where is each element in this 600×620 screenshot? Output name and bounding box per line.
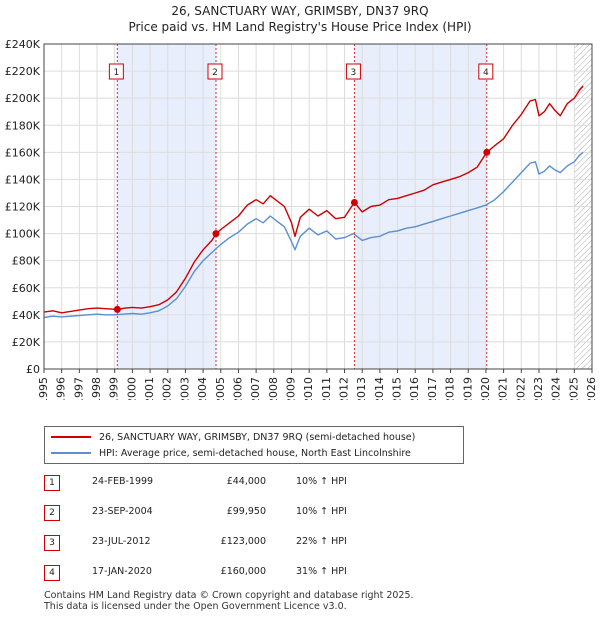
y-tick-label: £160K: [5, 146, 41, 159]
sale-point: [483, 148, 491, 156]
x-tick-label: 2010: [302, 377, 315, 400]
x-tick-label: 2025: [567, 377, 580, 400]
y-tick-label: £240K: [5, 38, 41, 51]
hpi-series-line: [43, 151, 584, 319]
sale-point: [350, 198, 358, 206]
y-tick-label: £80K: [12, 255, 41, 268]
x-tick-label: 2007: [249, 377, 262, 400]
sale-badge: [345, 63, 361, 80]
transaction-price: £99,950: [226, 506, 266, 517]
transaction-badge: 3: [44, 535, 60, 551]
legend-swatch-property: [51, 436, 91, 438]
sale-badge-label: 2: [212, 68, 218, 78]
y-tick-label: £0: [26, 363, 40, 376]
legend: 26, SANCTUARY WAY, GRIMSBY, DN37 9RQ (se…: [44, 426, 464, 464]
legend-label-hpi: HPI: Average price, semi-detached house,…: [99, 447, 411, 459]
x-tick-label: 2018: [444, 377, 457, 400]
sale-badge: [108, 63, 124, 80]
chart: £0 £20K £40K £60K £80K £100K £120K £140K £160K £1…: [5, 38, 598, 400]
x-tick-label: 2024: [550, 377, 563, 400]
transaction-date: 23-SEP-2004: [92, 506, 153, 517]
y-tick-label: £20K: [12, 336, 41, 349]
x-tick-label: 2023: [532, 377, 545, 400]
x-tick-label: 2012: [338, 377, 351, 400]
transaction-badge: 1: [44, 475, 60, 491]
y-tick-label: £120K: [5, 201, 41, 214]
footer: Contains HM Land Registry data © Crown c…: [44, 590, 414, 612]
x-tick-label: 2006: [231, 377, 244, 400]
x-tick-label: 1996: [55, 377, 68, 400]
sale-badge-label: 3: [351, 68, 357, 78]
x-tick-label: 2005: [214, 377, 227, 400]
x-tick-label: 2019: [461, 377, 474, 400]
x-tick-label: 1997: [72, 377, 85, 400]
sale-badge: [207, 63, 223, 80]
x-tick-label: 2011: [320, 377, 333, 400]
x-tick-label: 2003: [178, 377, 191, 400]
transaction-hpi-change: 10% ↑ HPI: [296, 506, 347, 517]
chart-subtitle: Price paid vs. HM Land Registry's House …: [128, 20, 472, 34]
y-tick-label: £40K: [12, 309, 41, 322]
x-tick-label: 2002: [161, 377, 174, 400]
transaction-badge: 2: [44, 505, 60, 521]
x-tick-label: 2015: [391, 377, 404, 400]
x-tick-label: 2020: [479, 377, 492, 400]
x-tick-label: 2004: [196, 377, 209, 400]
x-tick-label: 2009: [284, 377, 297, 400]
legend-item-hpi: HPI: Average price, semi-detached house,…: [51, 446, 411, 460]
y-tick-label: £140K: [5, 173, 41, 186]
x-tick-label: 2016: [408, 377, 421, 400]
sale-point: [113, 305, 121, 313]
y-tick-label: £60K: [12, 282, 41, 295]
sale-badge: [478, 63, 494, 80]
y-tick-label: £200K: [5, 92, 41, 105]
y-tick-label: £100K: [5, 228, 41, 241]
sale-badge-label: 4: [483, 68, 489, 78]
x-tick-label: 2013: [355, 377, 368, 400]
legend-item-property: 26, SANCTUARY WAY, GRIMSBY, DN37 9RQ (se…: [51, 430, 415, 444]
footer-license: This data is licensed under the Open Gov…: [44, 601, 347, 612]
transaction-date: 17-JAN-2020: [92, 566, 152, 577]
transaction-badge: 4: [44, 565, 60, 581]
footer-copyright: Contains HM Land Registry data © Crown c…: [44, 590, 414, 601]
x-tick-label: 2021: [497, 377, 510, 400]
x-tick-label: 1999: [108, 377, 121, 400]
transaction-date: 23-JUL-2012: [92, 536, 151, 547]
transaction-price: £123,000: [220, 536, 266, 547]
plot-frame: [43, 43, 593, 370]
sale-badge-label: 1: [113, 68, 119, 78]
transaction-hpi-change: 10% ↑ HPI: [296, 476, 347, 487]
x-tick-label: 1998: [90, 377, 103, 400]
y-tick-label: £180K: [5, 119, 41, 132]
x-tick-label: 1995: [37, 377, 50, 400]
sale-point: [212, 230, 220, 238]
transaction-hpi-change: 31% ↑ HPI: [296, 566, 347, 577]
x-tick-label: 2001: [143, 377, 156, 400]
y-tick-label: £220K: [5, 65, 41, 78]
x-tick-label: 2008: [267, 377, 280, 400]
x-tick-label: 2026: [585, 377, 598, 400]
x-tick-label: 2014: [373, 377, 386, 400]
legend-swatch-hpi: [51, 452, 91, 454]
transaction-price: £44,000: [226, 476, 266, 487]
x-tick-label: 2022: [514, 377, 527, 400]
property-series-line: [43, 85, 584, 314]
transaction-hpi-change: 22% ↑ HPI: [296, 536, 347, 547]
x-tick-label: 2000: [125, 377, 138, 400]
legend-label-property: 26, SANCTUARY WAY, GRIMSBY, DN37 9RQ (se…: [99, 431, 416, 443]
chart-title: 26, SANCTUARY WAY, GRIMSBY, DN37 9RQ: [171, 4, 429, 18]
transaction-price: £160,000: [220, 566, 266, 577]
x-tick-label: 2017: [426, 377, 439, 400]
transaction-date: 24-FEB-1999: [92, 476, 154, 487]
